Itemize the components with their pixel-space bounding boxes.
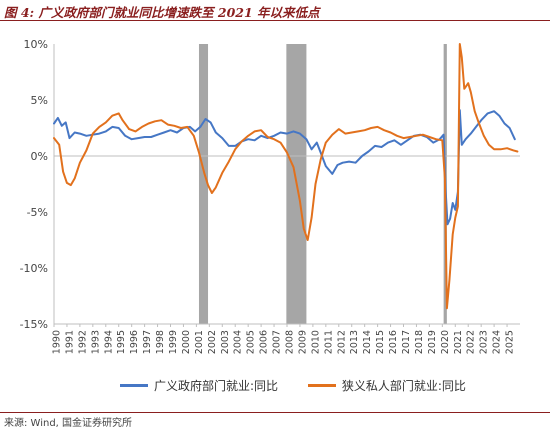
x-tick-label: 2009 <box>297 330 308 354</box>
legend: 广义政府部门就业:同比 狭义私人部门就业:同比 <box>120 376 492 394</box>
recession-band-0 <box>198 44 209 324</box>
x-tick-label: 2019 <box>427 330 438 354</box>
x-tick-label: 2016 <box>388 330 399 354</box>
legend-label-private: 狭义私人部门就业:同比 <box>341 379 466 393</box>
x-tick-label: 2012 <box>336 330 347 354</box>
axes: 10%5%0%-5%-10%-15%1990 1991 1992 1993 1994 19… <box>20 38 520 354</box>
chart-plot: 10%5%0%-5%-10%-15%1990 1991 1992 1993 1994 19… <box>20 38 520 354</box>
series-line-private <box>53 43 519 310</box>
x-tick-label: 1996 <box>129 330 140 354</box>
x-tick-label: 2000 <box>181 330 192 354</box>
x-tick-label: 2013 <box>349 330 360 354</box>
x-tick-label: 1999 <box>168 330 179 354</box>
chart-title: 图 4: 广义政府部门就业同比增速跌至 2021 年以来低点 <box>4 5 320 20</box>
x-tick-label: 1994 <box>103 330 114 354</box>
x-tick-label: 2021 <box>453 330 464 354</box>
x-tick-label: 2008 <box>285 330 296 354</box>
x-tick-label: 2014 <box>362 330 373 354</box>
x-tick-label: 1992 <box>77 330 88 354</box>
x-tick-label: 1990 <box>52 330 63 354</box>
x-tick-label: 2010 <box>310 330 321 354</box>
y-tick-label: -10% <box>20 262 48 275</box>
x-tick-label: 1993 <box>90 330 101 354</box>
x-tick-label: 2015 <box>375 330 386 354</box>
y-tick-label: -15% <box>20 318 48 331</box>
x-tick-label: 2001 <box>194 330 205 354</box>
series-lines <box>53 43 519 310</box>
x-tick-label: 1997 <box>142 330 153 354</box>
x-tick-label: 2006 <box>259 330 270 354</box>
x-tick-label: 2007 <box>272 330 283 354</box>
x-tick-label: 2024 <box>492 330 503 354</box>
x-tick-label: 2017 <box>401 330 412 354</box>
y-tick-label: 10% <box>24 38 48 51</box>
legend-item-government: 广义政府部门就业:同比 <box>120 377 278 394</box>
x-tick-label: 2018 <box>414 330 425 354</box>
source-divider <box>0 412 550 413</box>
x-tick-label: 2025 <box>505 330 516 354</box>
legend-label-government: 广义政府部门就业:同比 <box>154 379 279 393</box>
title-bar <box>0 0 550 21</box>
x-tick-label: 2003 <box>220 330 231 354</box>
x-tick-label: 2011 <box>323 330 334 354</box>
x-tick-label: 1991 <box>64 330 75 354</box>
y-tick-label: 0% <box>31 150 48 163</box>
x-tick-label: 2002 <box>207 330 218 354</box>
x-tick-label: 2004 <box>233 330 244 354</box>
x-tick-label: 2023 <box>479 330 490 354</box>
recession-bands <box>198 44 447 324</box>
legend-item-private: 狭义私人部门就业:同比 <box>307 377 466 394</box>
series-line-government <box>53 109 516 226</box>
source-note: 来源: Wind, 国金证券研究所 <box>4 418 133 429</box>
y-tick-label: 5% <box>31 94 48 107</box>
x-tick-label: 2022 <box>466 330 477 354</box>
x-tick-label: 1995 <box>116 330 127 354</box>
x-tick-label: 1998 <box>155 330 166 354</box>
legend-swatch-government <box>120 384 148 387</box>
x-tick-label: 2005 <box>246 330 257 354</box>
x-tick-label: 2020 <box>440 330 451 354</box>
legend-swatch-private <box>307 384 336 387</box>
y-tick-label: -5% <box>27 206 48 219</box>
